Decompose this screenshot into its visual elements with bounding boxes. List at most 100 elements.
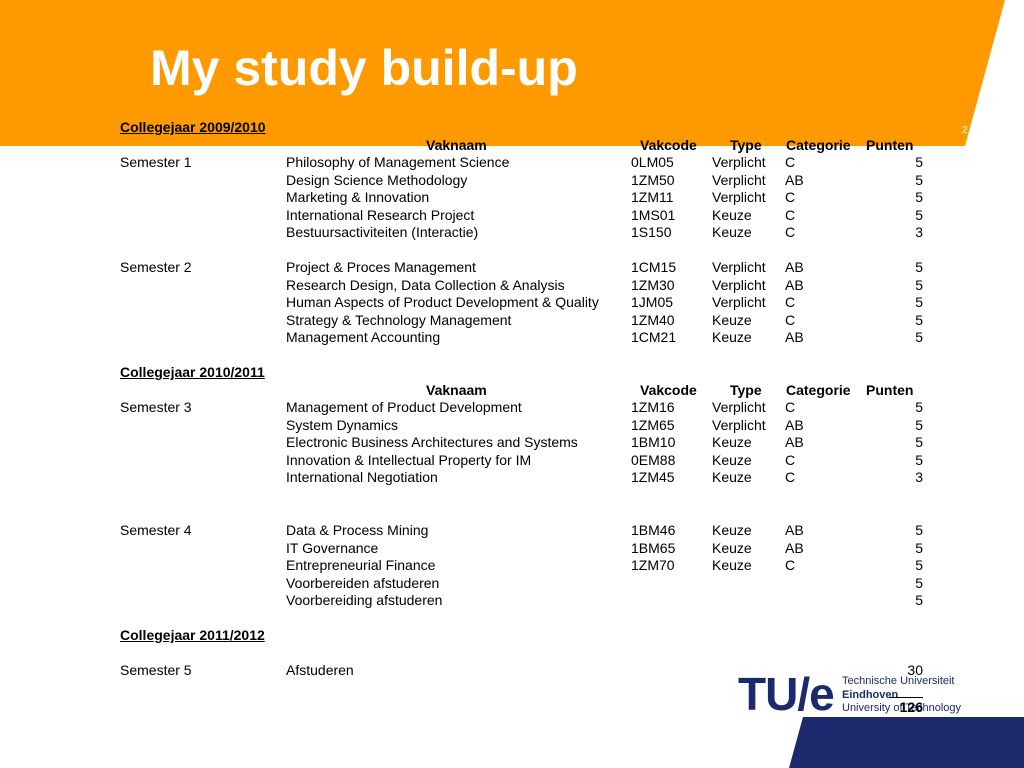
- course-category: C: [785, 469, 796, 485]
- table-row: Design Science Methodology 1ZM50 Verplic…: [0, 172, 1024, 190]
- course-type: Keuze: [712, 469, 752, 485]
- table-row: IT Governance 1BM65 Keuze AB 5: [0, 540, 1024, 558]
- header-row: Vaknaam Vakcode Type Categorie Punten: [0, 137, 1024, 155]
- header-type: Type: [730, 382, 762, 398]
- course-code: 1ZM50: [631, 172, 675, 188]
- course-type: Verplicht: [712, 277, 766, 293]
- course-points: 5: [915, 312, 923, 328]
- course-type: Keuze: [712, 452, 752, 468]
- header-vakcode: Vakcode: [640, 137, 697, 153]
- course-name: Voorbereiden afstuderen: [286, 575, 440, 591]
- course-type: Verplicht: [712, 399, 766, 415]
- course-category: AB: [785, 434, 804, 450]
- table-row: Semester 2 Project & Proces Management 1…: [0, 259, 1024, 277]
- course-category: AB: [785, 172, 804, 188]
- course-name: Human Aspects of Product Development & Q…: [286, 294, 599, 310]
- course-name: International Research Project: [286, 207, 475, 223]
- course-name: Afstuderen: [286, 662, 354, 678]
- course-category: C: [785, 189, 796, 205]
- course-code: 1CM15: [631, 259, 677, 275]
- course-points: 5: [915, 522, 923, 538]
- course-points: 5: [915, 417, 923, 433]
- course-points: 3: [915, 224, 923, 240]
- table-row: Marketing & Innovation 1ZM11 Verplicht C…: [0, 189, 1024, 207]
- course-category: C: [785, 557, 796, 573]
- header-categorie: Categorie: [786, 137, 851, 153]
- course-points: 5: [915, 329, 923, 345]
- course-category: C: [785, 399, 796, 415]
- course-code: 1ZM40: [631, 312, 675, 328]
- year-row: Collegejaar 2011/2012: [0, 627, 1024, 645]
- page-title: My study build-up: [150, 40, 578, 96]
- table-row: Entrepreneurial Finance 1ZM70 Keuze C 5: [0, 557, 1024, 575]
- total-divider: [890, 697, 923, 698]
- semester-label: Semester 5: [120, 662, 192, 678]
- course-name: Innovation & Intellectual Property for I…: [286, 452, 532, 468]
- course-category: C: [785, 224, 796, 240]
- course-category: AB: [785, 417, 804, 433]
- total-points: 126: [899, 699, 923, 715]
- header-vaknaam: Vaknaam: [426, 137, 487, 153]
- course-name: Project & Proces Management: [286, 259, 476, 275]
- course-points: 3: [915, 469, 923, 485]
- course-name: International Negotiation: [286, 469, 438, 485]
- course-type: Keuze: [712, 557, 752, 573]
- course-name: Entrepreneurial Finance: [286, 557, 436, 573]
- course-type: Verplicht: [712, 154, 766, 170]
- course-code: 1ZM65: [631, 417, 675, 433]
- table-row: Strategy & Technology Management 1ZM40 K…: [0, 312, 1024, 330]
- table-row: Bestuursactiviteiten (Interactie) 1S150 …: [0, 224, 1024, 242]
- table-row: Semester 1 Philosophy of Management Scie…: [0, 154, 1024, 172]
- corner-polygon: [789, 717, 1024, 768]
- table-row: Management Accounting 1CM21 Keuze AB 5: [0, 329, 1024, 347]
- course-code: 1ZM11: [631, 189, 674, 205]
- header-vakcode: Vakcode: [640, 382, 697, 398]
- year-label: Collegejaar 2009/2010: [120, 119, 266, 135]
- table-row: Human Aspects of Product Development & Q…: [0, 294, 1024, 312]
- course-name: Voorbereiding afstuderen: [286, 592, 443, 608]
- course-type: Verplicht: [712, 294, 766, 310]
- course-code: 1S150: [631, 224, 672, 240]
- course-name: IT Governance: [286, 540, 379, 556]
- semester-label: Semester 4: [120, 522, 192, 538]
- table-row: Semester 5 Afstuderen 30: [0, 662, 1024, 680]
- tue-logo: TU/e Technische Universiteit Eindhoven U…: [738, 668, 978, 720]
- course-points: 5: [915, 434, 923, 450]
- course-name: Design Science Methodology: [286, 172, 468, 188]
- course-name: System Dynamics: [286, 417, 399, 433]
- course-type: Verplicht: [712, 417, 766, 433]
- table-row: International Negotiation 1ZM45 Keuze C …: [0, 469, 1024, 487]
- course-name: Bestuursactiviteiten (Interactie): [286, 224, 479, 240]
- year-label: Collegejaar 2011/2012: [120, 627, 265, 643]
- course-code: 0LM05: [631, 154, 674, 170]
- semester-label: Semester 2: [120, 259, 192, 275]
- title-banner: [0, 0, 1024, 146]
- course-type: Verplicht: [712, 189, 766, 205]
- header-categorie: Categorie: [786, 382, 851, 398]
- course-code: 1BM10: [631, 434, 676, 450]
- course-points: 5: [915, 540, 923, 556]
- course-points: 5: [915, 154, 923, 170]
- course-type: Keuze: [712, 522, 752, 538]
- course-name: Marketing & Innovation: [286, 189, 430, 205]
- course-category: C: [785, 452, 796, 468]
- course-points: 5: [915, 277, 923, 293]
- semester-label: Semester 1: [120, 154, 192, 170]
- course-points: 5: [915, 452, 923, 468]
- course-name: Electronic Business Architectures and Sy…: [286, 434, 578, 450]
- course-code: 1ZM70: [631, 557, 675, 573]
- table-row: Electronic Business Architectures and Sy…: [0, 434, 1024, 452]
- course-type: Verplicht: [712, 172, 766, 188]
- course-points: 5: [915, 189, 923, 205]
- course-code: 1BM65: [631, 540, 676, 556]
- header-punten: Punten: [866, 382, 914, 398]
- course-name: Management Accounting: [286, 329, 441, 345]
- table-row: Voorbereiden afstuderen 5: [0, 575, 1024, 593]
- course-points: 5: [915, 575, 923, 591]
- course-points: 5: [915, 294, 923, 310]
- course-category: AB: [785, 259, 804, 275]
- course-name: Research Design, Data Collection & Analy…: [286, 277, 565, 293]
- header-type: Type: [730, 137, 762, 153]
- course-code: 1ZM45: [631, 469, 675, 485]
